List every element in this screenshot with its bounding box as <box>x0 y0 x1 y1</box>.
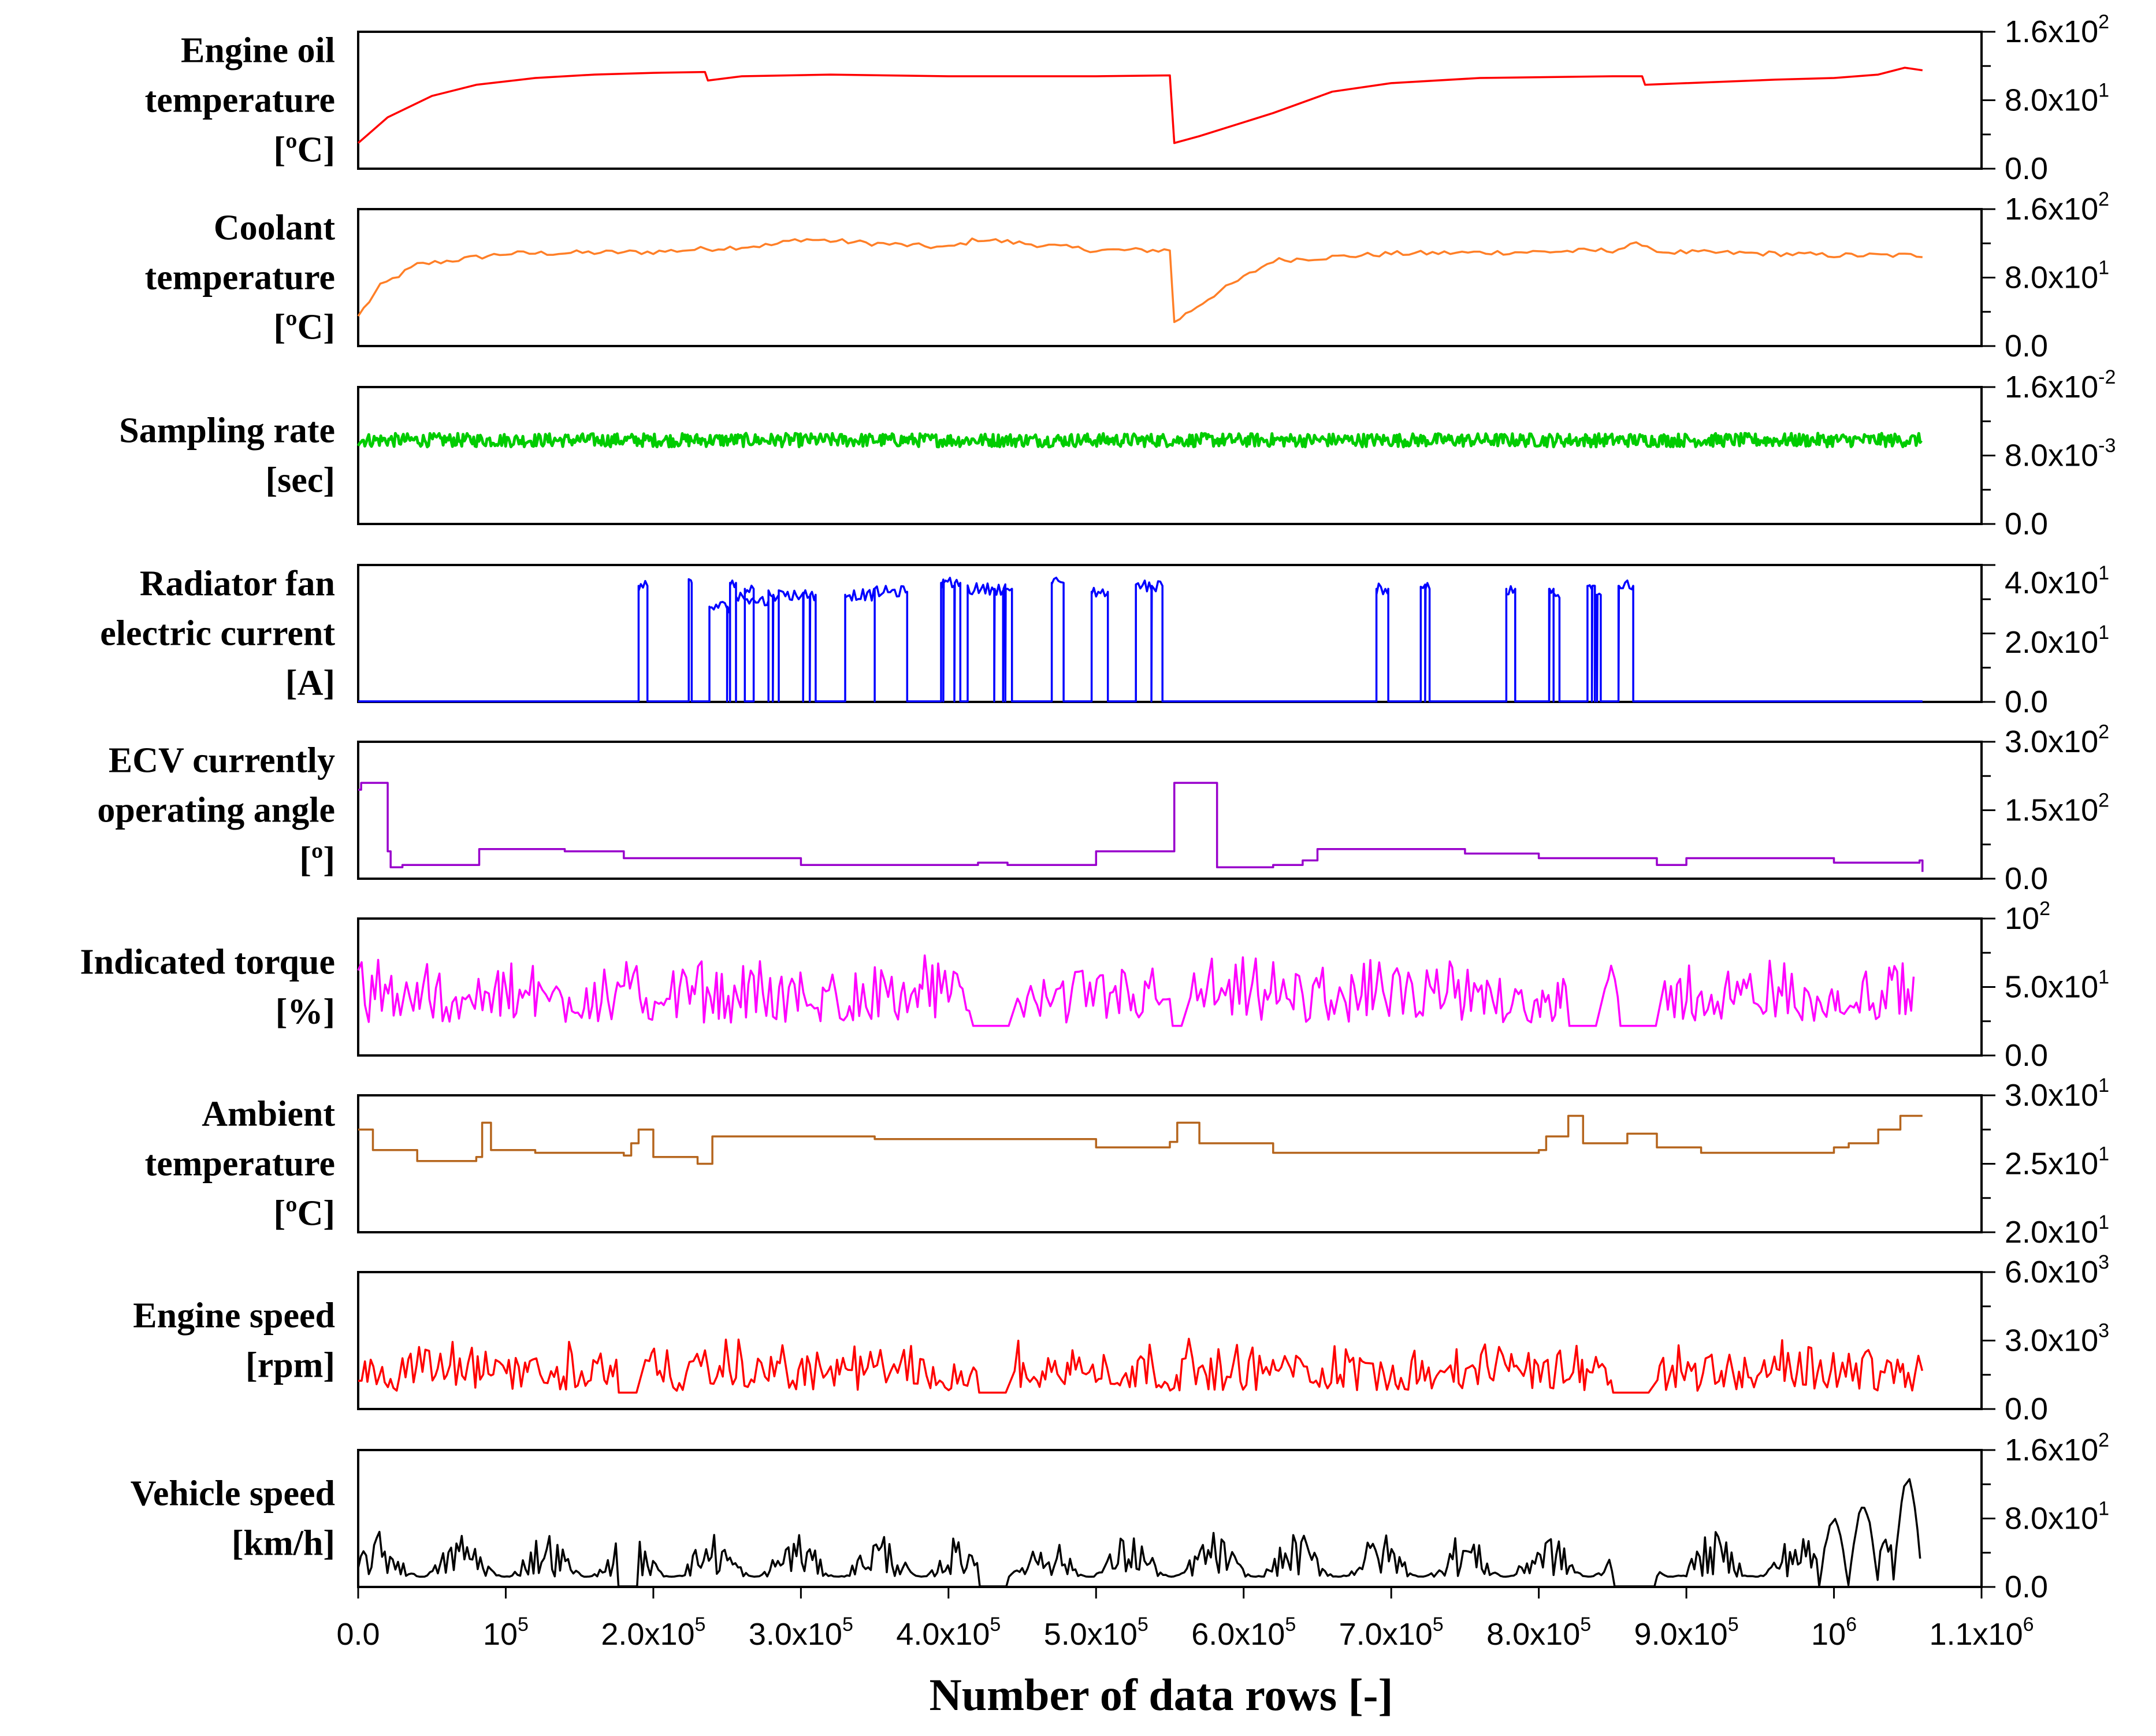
x-tick-label: 8.0x105 <box>1486 1614 1591 1652</box>
x-axis: 0.0 105 2.0x105 3.0x105 4.0x105 5.0x105 6.0x10… <box>336 1587 2034 1652</box>
y-tick-label: 1.6x10-2 <box>2005 366 2116 404</box>
series-line <box>358 1337 1924 1394</box>
y-ticks: 0.0 1.5x102 3.0x102 <box>1982 721 2109 896</box>
panel-1: Engine oil temperature [ºC] 0.0 8.0x101 1.6x1… <box>145 11 2109 186</box>
panel-7: Ambient temperature [ºC] 2.0x101 2.5x101 3.0x… <box>145 1075 2109 1250</box>
panel-frame <box>357 564 1983 703</box>
panel-frame <box>357 386 1983 525</box>
y-tick-label: 0.0 <box>2005 1570 2048 1604</box>
y-tick-label: 8.0x101 <box>2005 257 2109 295</box>
y-axis-label-line: Vehicle speed <box>131 1474 335 1514</box>
y-axis-label-line: Radiator fan <box>140 564 335 604</box>
y-axis-label-line: [º] <box>299 841 335 880</box>
panel-9: Vehicle speed [km/h] 0.0 8.0x101 1.6x102 <box>131 1429 2109 1604</box>
y-axis-label-line: [sec] <box>266 461 335 500</box>
y-axis-label-line: electric current <box>100 614 335 653</box>
x-tick-label: 106 <box>1811 1614 1857 1652</box>
y-tick-label: 5.0x101 <box>2005 966 2109 1005</box>
panel-3: Sampling rate [sec] 0.0 8.0x10-3 1.6x10-2 <box>119 366 2116 541</box>
y-tick-label: 0.0 <box>2005 861 2048 896</box>
panel-frame <box>357 1094 1983 1233</box>
panel-2: Coolant temperature [ºC] 0.0 8.0x101 1.6x102 <box>145 188 2109 363</box>
y-tick-label: 1.5x102 <box>2005 790 2109 828</box>
y-ticks: 0.0 8.0x101 1.6x102 <box>1982 1429 2109 1604</box>
x-tick-label: 2.0x105 <box>601 1614 705 1652</box>
y-ticks: 0.0 8.0x10-3 1.6x10-2 <box>1982 366 2116 541</box>
y-ticks: 2.0x101 2.5x101 3.0x101 <box>1982 1075 2109 1250</box>
y-tick-label: 0.0 <box>2005 685 2048 719</box>
y-axis-label-line: [ºC] <box>273 131 335 170</box>
y-tick-label: 8.0x101 <box>2005 1498 2109 1536</box>
panel-5: ECV currently operating angle [º] 0.0 1.5x10… <box>97 721 2109 896</box>
y-axis-label-line: [km/h] <box>232 1524 335 1563</box>
y-axis-label-line: operating angle <box>97 791 335 830</box>
y-axis-label-line: Indicated torque <box>80 943 335 982</box>
y-axis-label-line: Engine speed <box>133 1296 335 1336</box>
y-tick-label: 3.0x102 <box>2005 721 2109 759</box>
x-tick-label: 105 <box>483 1614 529 1652</box>
y-axis-label-line: temperature <box>145 258 335 298</box>
x-tick-label: 3.0x105 <box>749 1614 853 1652</box>
y-tick-label: 102 <box>2005 898 2050 936</box>
y-tick-label: 4.0x101 <box>2005 562 2109 600</box>
y-tick-label: 0.0 <box>2005 1392 2048 1426</box>
y-axis-label-line: ECV currently <box>109 741 335 780</box>
x-axis-title: Number of data rows [-] <box>929 1670 1393 1720</box>
y-tick-label: 1.6x102 <box>2005 1429 2109 1467</box>
y-tick-label: 8.0x10-3 <box>2005 435 2116 473</box>
y-tick-label: 0.0 <box>2005 329 2048 363</box>
series-line <box>357 1478 1921 1588</box>
y-ticks: 0.0 2.0x101 4.0x101 <box>1982 562 2109 719</box>
y-tick-label: 0.0 <box>2005 1038 2048 1073</box>
y-axis-label-line: Sampling rate <box>119 411 335 451</box>
y-tick-label: 0.0 <box>2005 151 2048 186</box>
panel-frame <box>357 31 1983 170</box>
series-line <box>358 577 1923 702</box>
y-tick-label: 2.0x101 <box>2005 1211 2109 1250</box>
y-axis-label-line: Ambient <box>202 1095 335 1134</box>
panel-4: Radiator fan electric current [A] 0.0 2.0x10… <box>100 562 2109 719</box>
x-tick-label: 9.0x105 <box>1634 1614 1739 1652</box>
y-axis-label-line: [A] <box>285 664 335 703</box>
y-axis-label-line: [%] <box>276 992 335 1032</box>
x-tick-label: 6.0x105 <box>1191 1614 1296 1652</box>
series-line <box>357 237 1923 324</box>
y-axis-label-line: Coolant <box>214 209 335 248</box>
y-tick-label: 6.0x103 <box>2005 1251 2109 1289</box>
panel-8: Engine speed [rpm] 0.0 3.0x103 6.0x103 <box>133 1251 2109 1426</box>
series-line <box>357 954 1915 1027</box>
y-axis-label-line: temperature <box>145 1144 335 1184</box>
y-tick-label: 3.0x101 <box>2005 1075 2109 1113</box>
y-tick-label: 1.6x102 <box>2005 11 2109 49</box>
y-tick-label: 0.0 <box>2005 507 2048 541</box>
y-axis-label-line: [ºC] <box>273 308 335 347</box>
x-tick-label: 5.0x105 <box>1044 1614 1148 1652</box>
y-axis-label-line: Engine oil <box>181 31 335 70</box>
series-line <box>358 782 1924 872</box>
y-tick-label: 2.0x101 <box>2005 622 2109 660</box>
y-ticks: 0.0 3.0x103 6.0x103 <box>1982 1251 2109 1426</box>
y-axis-label-line: [rpm] <box>246 1346 335 1385</box>
y-tick-label: 8.0x101 <box>2005 80 2109 118</box>
y-ticks: 0.0 5.0x101 102 <box>1982 898 2109 1073</box>
y-axis-label-line: [ºC] <box>273 1194 335 1233</box>
series-line <box>358 1114 1923 1165</box>
chart-panels: Engine oil temperature [ºC] 0.0 8.0x101 1.6x1… <box>80 11 2116 1604</box>
x-tick-label: 0.0 <box>336 1617 380 1652</box>
panel-6: Indicated torque [%] 0.0 5.0x101 102 <box>80 898 2109 1073</box>
panel-frame <box>357 208 1983 347</box>
y-ticks: 0.0 8.0x101 1.6x102 <box>1982 11 2109 186</box>
y-tick-label: 1.6x102 <box>2005 188 2109 226</box>
y-axis-label-line: temperature <box>145 81 335 120</box>
y-tick-label: 2.5x101 <box>2005 1143 2109 1181</box>
x-tick-label: 1.1x106 <box>1929 1614 2034 1652</box>
y-tick-label: 3.0x103 <box>2005 1320 2109 1358</box>
series-line <box>357 66 1923 144</box>
y-ticks: 0.0 8.0x101 1.6x102 <box>1982 188 2109 363</box>
series-line <box>356 432 1923 449</box>
x-tick-label: 7.0x105 <box>1339 1614 1444 1652</box>
x-tick-label: 4.0x105 <box>896 1614 1001 1652</box>
